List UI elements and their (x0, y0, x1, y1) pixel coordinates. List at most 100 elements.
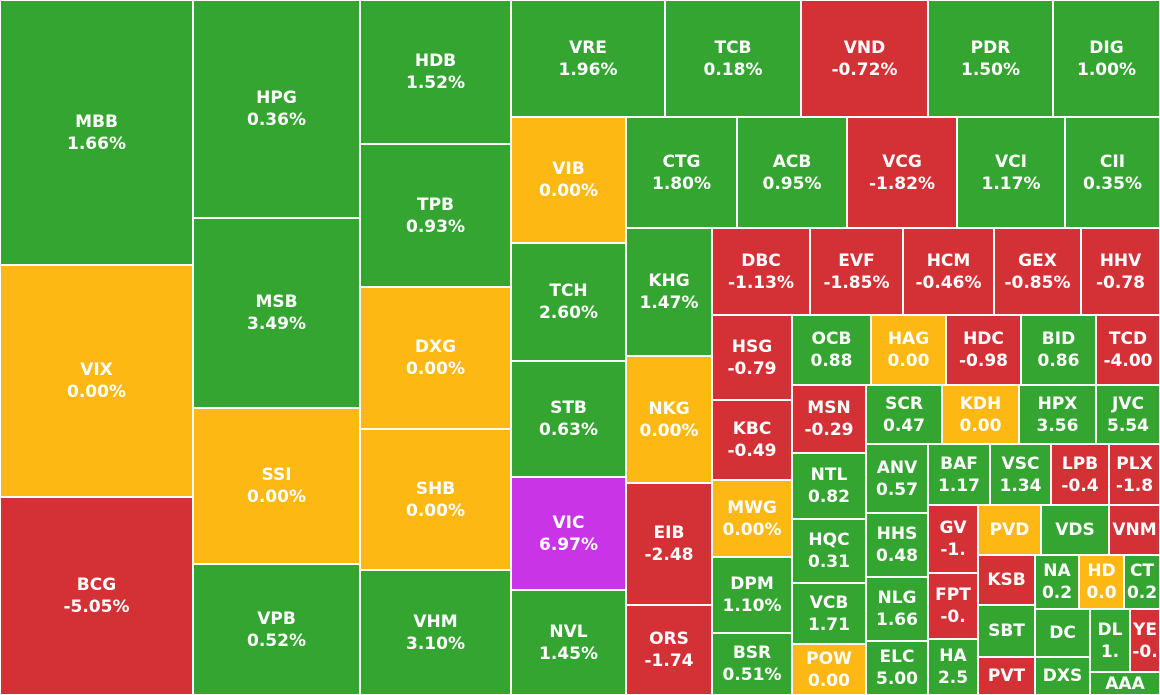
tile-vci[interactable]: VCI 1.17% (957, 117, 1065, 228)
tile-nvl[interactable]: NVL 1.45% (511, 590, 626, 695)
tile-pdr[interactable]: PDR 1.50% (928, 0, 1053, 117)
tile-ntl[interactable]: NTL 0.82 (792, 453, 866, 519)
tile-msn[interactable]: MSN -0.29 (792, 385, 866, 453)
tile-dxs[interactable]: DXS (1035, 657, 1090, 695)
tile-symbol: SCR (885, 393, 923, 414)
tile-symbol: CT (1129, 561, 1155, 581)
tile-hhs[interactable]: HHS 0.48 (866, 513, 928, 577)
tile-elc[interactable]: ELC 5.00 (866, 641, 928, 695)
tile-mbb[interactable]: MBB 1.66% (0, 0, 193, 265)
tile-bsr[interactable]: BSR 0.51% (712, 633, 792, 695)
tile-gv[interactable]: GV -1. (928, 505, 978, 573)
tile-ocb[interactable]: OCB 0.88 (792, 315, 871, 385)
tile-change: 1.00% (1077, 59, 1136, 80)
tile-hag[interactable]: HAG 0.00 (871, 315, 946, 385)
tile-hd[interactable]: HD 0.0 (1079, 555, 1124, 609)
tile-dbc[interactable]: DBC -1.13% (712, 228, 810, 315)
tile-jvc[interactable]: JVC 5.54 (1096, 385, 1160, 444)
tile-dxg[interactable]: DXG 0.00% (360, 287, 511, 429)
tile-vre[interactable]: VRE 1.96% (511, 0, 665, 117)
tile-hpg[interactable]: HPG 0.36% (193, 0, 360, 218)
tile-baf[interactable]: BAF 1.17 (928, 444, 990, 505)
tile-change: 0.00 (887, 351, 930, 371)
tile-vpb[interactable]: VPB 0.52% (193, 564, 360, 695)
tile-gex[interactable]: GEX -0.85% (994, 228, 1081, 315)
tile-vix[interactable]: VIX 0.00% (0, 265, 193, 497)
tile-acb[interactable]: ACB 0.95% (737, 117, 847, 228)
tile-kdh[interactable]: KDH 0.00 (942, 385, 1019, 444)
tile-symbol: DPM (730, 574, 774, 594)
tile-tcb[interactable]: TCB 0.18% (665, 0, 801, 117)
tile-fpt[interactable]: FPT -0. (928, 573, 978, 639)
tile-kbc[interactable]: KBC -0.49 (712, 400, 792, 480)
tile-change: 1.50% (961, 59, 1020, 80)
tile-vib[interactable]: VIB 0.00% (511, 117, 626, 243)
tile-ct[interactable]: CT 0.2 (1124, 555, 1160, 609)
tile-symbol: PDR (970, 37, 1011, 58)
tile-anv[interactable]: ANV 0.57 (866, 444, 928, 513)
tile-cii[interactable]: CII 0.35% (1065, 117, 1160, 228)
tile-hhv[interactable]: HHV -0.78 (1081, 228, 1160, 315)
tile-change: 2.60% (539, 303, 598, 323)
tile-tcd[interactable]: TCD -4.00 (1096, 315, 1160, 385)
tile-bcg[interactable]: BCG -5.05% (0, 497, 193, 695)
tile-ye[interactable]: YE -0. (1130, 609, 1160, 672)
tile-change: 0.0 (1086, 583, 1117, 603)
tile-dl[interactable]: DL 1. (1090, 609, 1130, 672)
tile-nkg[interactable]: NKG 0.00% (626, 356, 712, 483)
tile-sbt[interactable]: SBT (978, 605, 1035, 657)
tile-hdc[interactable]: HDC -0.98 (946, 315, 1021, 385)
tile-change: 0.47 (883, 415, 925, 436)
tile-symbol: PLX (1116, 453, 1153, 474)
tile-shb[interactable]: SHB 0.00% (360, 429, 511, 570)
tile-change: -0.79 (727, 358, 777, 379)
tile-evf[interactable]: EVF -1.85% (810, 228, 903, 315)
tile-hcm[interactable]: HCM -0.46% (903, 228, 994, 315)
tile-vnd[interactable]: VND -0.72% (801, 0, 928, 117)
tile-ksb[interactable]: KSB (978, 555, 1035, 605)
tile-dig[interactable]: DIG 1.00% (1053, 0, 1160, 117)
tile-pow[interactable]: POW 0.00 (792, 644, 866, 695)
tile-pvd[interactable]: PVD (978, 505, 1041, 555)
tile-plx[interactable]: PLX -1.8 (1109, 444, 1160, 505)
tile-khg[interactable]: KHG 1.47% (626, 228, 712, 356)
tile-msb[interactable]: MSB 3.49% (193, 218, 360, 408)
tile-ctg[interactable]: CTG 1.80% (626, 117, 737, 228)
tile-vnm[interactable]: VNM (1109, 505, 1160, 555)
tile-dc[interactable]: DC (1035, 609, 1090, 657)
tile-vcg[interactable]: VCG -1.82% (847, 117, 957, 228)
tile-ors[interactable]: ORS -1.74 (626, 605, 712, 695)
tile-hpx[interactable]: HPX 3.56 (1019, 385, 1096, 444)
tile-stb[interactable]: STB 0.63% (511, 361, 626, 477)
tile-change: -0.72% (831, 59, 898, 80)
tile-symbol: VNM (1112, 520, 1157, 540)
tile-hdb[interactable]: HDB 1.52% (360, 0, 511, 144)
tile-lpb[interactable]: LPB -0.4 (1051, 444, 1109, 505)
tile-nlg[interactable]: NLG 1.66 (866, 577, 928, 641)
tile-hqc[interactable]: HQC 0.31 (792, 519, 866, 583)
tile-change: 0.48 (876, 546, 918, 566)
tile-scr[interactable]: SCR 0.47 (866, 385, 942, 444)
tile-tpb[interactable]: TPB 0.93% (360, 144, 511, 287)
tile-vcb[interactable]: VCB 1.71 (792, 583, 866, 644)
tile-change: -5.05% (63, 597, 130, 617)
tile-dpm[interactable]: DPM 1.10% (712, 557, 792, 633)
tile-aaa[interactable]: AAA (1090, 672, 1160, 695)
tile-ha[interactable]: HA 2.5 (928, 639, 978, 695)
tile-pvt[interactable]: PVT (978, 657, 1035, 695)
tile-na[interactable]: NA 0.2 (1035, 555, 1079, 609)
tile-ssi[interactable]: SSI 0.00% (193, 408, 360, 564)
tile-hsg[interactable]: HSG -0.79 (712, 315, 792, 400)
tile-tch[interactable]: TCH 2.60% (511, 243, 626, 361)
tile-vsc[interactable]: VSC 1.34 (990, 444, 1051, 505)
tile-vhm[interactable]: VHM 3.10% (360, 570, 511, 695)
tile-vds[interactable]: VDS (1041, 505, 1109, 555)
tile-vic[interactable]: VIC 6.97% (511, 477, 626, 590)
tile-mwg[interactable]: MWG 0.00% (712, 480, 792, 557)
tile-bid[interactable]: BID 0.86 (1021, 315, 1096, 385)
tile-change: -0. (940, 607, 966, 627)
tile-symbol: VSC (1001, 453, 1040, 474)
tile-eib[interactable]: EIB -2.48 (626, 483, 712, 605)
tile-change: 0.00% (539, 181, 598, 201)
tile-symbol: FPT (935, 585, 971, 605)
